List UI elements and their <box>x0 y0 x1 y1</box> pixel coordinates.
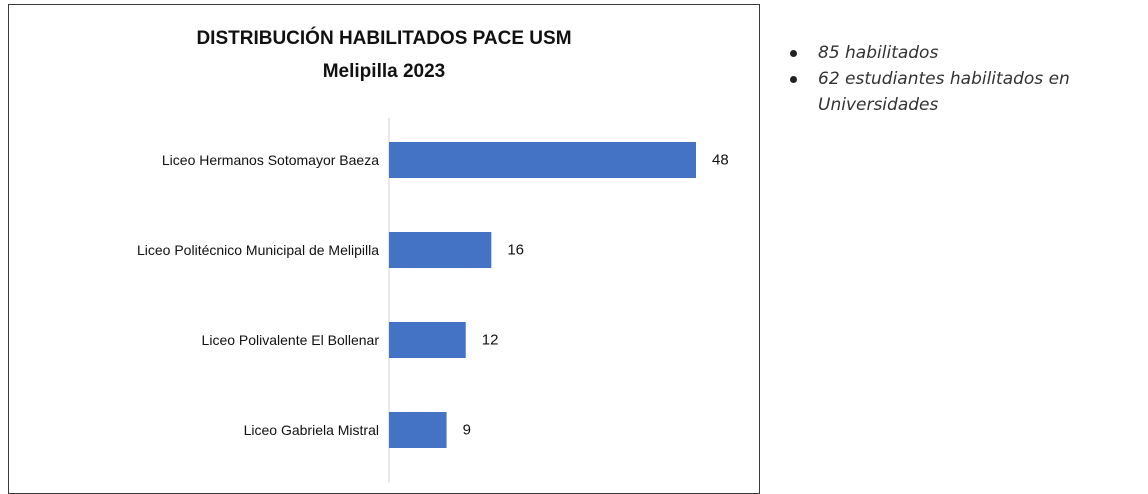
note-item: 85 habilitados <box>790 40 1148 66</box>
notes-list: 85 habilitados 62 estudiantes habilitados… <box>790 40 1148 118</box>
chart-title: DISTRIBUCIÓN HABILITADOS PACE USM Melipi… <box>8 22 760 88</box>
category-label: Liceo Hermanos Sotomayor Baeza <box>162 152 379 168</box>
bar <box>389 412 447 448</box>
note-text: 62 estudiantes habilitados en Universida… <box>818 69 1070 115</box>
bar-chart: Liceo Hermanos Sotomayor Baeza 48 Liceo Po… <box>137 118 729 483</box>
data-label: 48 <box>712 152 729 169</box>
bar <box>389 142 696 178</box>
bullet-icon <box>790 50 797 57</box>
category-label: Liceo Politécnico Municipal de Melipilla <box>137 242 379 258</box>
chart-title-line1: DISTRIBUCIÓN HABILITADOS PACE USM <box>196 28 572 49</box>
chart-subtitle: Melipilla 2023 <box>322 61 446 82</box>
bullet-icon <box>790 76 797 83</box>
data-label: 9 <box>463 422 471 439</box>
notes-panel: 85 habilitados 62 estudiantes habilitados… <box>790 40 1148 118</box>
bar <box>389 232 492 268</box>
chart-frame <box>8 4 760 494</box>
data-label: 16 <box>507 242 524 259</box>
category-label: Liceo Gabriela Mistral <box>244 422 379 438</box>
data-label: 12 <box>482 332 499 349</box>
note-text: 85 habilitados <box>818 43 939 63</box>
note-item: 62 estudiantes habilitados en Universida… <box>790 66 1148 118</box>
category-label: Liceo Polivalente El Bollenar <box>202 332 380 348</box>
bar <box>389 322 466 358</box>
